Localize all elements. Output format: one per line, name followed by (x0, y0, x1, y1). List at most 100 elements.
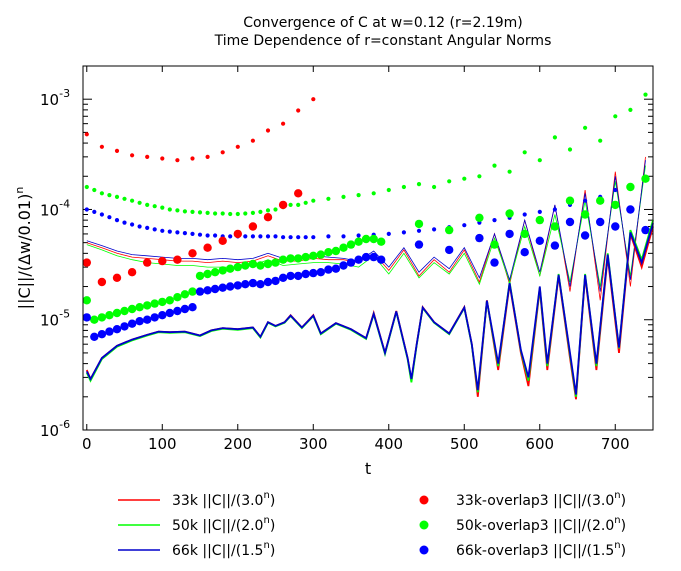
y-tick-mantissa-1: 10 (40, 201, 59, 219)
series-10-point (522, 150, 527, 155)
series-11-point (190, 231, 195, 236)
series-5-point (309, 268, 318, 278)
series-4-point (112, 308, 122, 318)
series-11-point (197, 232, 203, 237)
series-3-point (112, 273, 122, 282)
series-9-point (114, 148, 120, 153)
series-4-point (580, 210, 590, 219)
series-4-point (331, 246, 341, 256)
series-5-point (361, 252, 371, 262)
series-11-point (552, 207, 558, 212)
series-5-point (369, 252, 378, 262)
series-11-point (432, 227, 437, 232)
series-5-point (188, 303, 197, 312)
series-5-point (475, 233, 484, 243)
series-10-point (182, 209, 187, 214)
series-11-point (205, 233, 210, 238)
series-11-point (462, 223, 467, 228)
series-11-point (583, 198, 588, 203)
x-tick-label-6: 600 (525, 435, 554, 453)
series-10-point (152, 204, 157, 209)
series-10-point (130, 198, 135, 203)
series-4-point (263, 259, 273, 269)
series-4-point (248, 259, 258, 269)
series-11-point (386, 231, 391, 236)
series-5-point (611, 222, 620, 231)
series-3-point (97, 277, 107, 287)
series-4-point (475, 213, 484, 222)
series-5-point (324, 265, 333, 274)
series-5-point (278, 273, 288, 282)
series-line-6 (86, 156, 646, 301)
series-10-point (598, 138, 603, 143)
series-4-point (226, 264, 235, 273)
series-9-point (160, 156, 165, 161)
series-10-point (220, 211, 225, 216)
series-11-point (243, 234, 248, 239)
series-11-point (303, 235, 308, 240)
x-tick-label-2: 200 (223, 435, 252, 453)
series-4-point (377, 237, 386, 246)
series-5-point (596, 217, 605, 227)
series-4-point (158, 297, 167, 307)
plot-area (82, 92, 654, 400)
x-tick-label-7: 700 (601, 435, 630, 453)
series-5-point (301, 269, 310, 279)
series-10-point (84, 184, 89, 190)
series-10-point (326, 196, 331, 201)
series-5-point (271, 276, 280, 286)
legend-label-text-2: 66k ||C||/(1.5 (172, 543, 263, 559)
series-5-point (414, 240, 424, 249)
series-11-point (311, 235, 316, 240)
legend: 33k ||C||/(3.0n)50k ||C||/(2.0n)66k ||C|… (118, 490, 626, 559)
y-tick-exponent-0: -3 (59, 87, 70, 100)
series-10-point (265, 208, 271, 213)
series-9-point (281, 121, 286, 126)
series-10-point (213, 211, 218, 216)
series-5-point (490, 258, 499, 267)
series-9-point (145, 154, 150, 159)
y-axis-label-sup: n (13, 187, 26, 194)
series-5-point (520, 248, 529, 257)
series-5-point (626, 205, 635, 214)
legend-label-1: 50k ||C||/(2.0n) (172, 515, 275, 534)
series-11-point (326, 234, 331, 239)
series-4-point (286, 254, 295, 263)
series-11-point (130, 222, 135, 227)
series-4-point (361, 234, 371, 244)
legend-label-sup-2: n (263, 540, 269, 551)
series-10-point (341, 194, 346, 199)
series-10-point (583, 125, 588, 130)
series-9-point (175, 158, 180, 163)
legend-label-2: 66k ||C||/(1.5n) (172, 540, 275, 559)
series-5-point (180, 304, 190, 314)
series-5-point (82, 313, 92, 322)
legend-label-3: 33k-overlap3 ||C||/(3.0n) (456, 490, 626, 509)
series-5-point (135, 317, 144, 326)
legend-label-sup-5: n (614, 540, 620, 551)
series-5-point (203, 286, 212, 295)
series-10-point (537, 158, 542, 163)
series-10-point (492, 163, 497, 168)
series-10-point (462, 176, 467, 181)
series-9-point (190, 156, 195, 161)
series-5-point (173, 306, 182, 316)
y-tick-exponent-3: -6 (59, 418, 70, 431)
series-5-point (377, 255, 386, 264)
series-4-point (180, 290, 190, 299)
series-11-point (167, 229, 172, 234)
legend-label-end-3: ) (621, 493, 626, 509)
series-4-point (414, 219, 424, 229)
series-11-point (613, 187, 618, 193)
series-10-point (416, 182, 422, 187)
series-11-point (537, 209, 542, 214)
legend-label-end-2: ) (270, 543, 275, 559)
series-4-point (346, 240, 356, 249)
series-3-point (158, 256, 167, 266)
series-11-point (160, 228, 165, 233)
series-5-point (256, 280, 265, 289)
y-tick-label-1: 10-4 (40, 197, 70, 219)
series-4-point (143, 301, 152, 310)
series-10-point (243, 211, 248, 216)
